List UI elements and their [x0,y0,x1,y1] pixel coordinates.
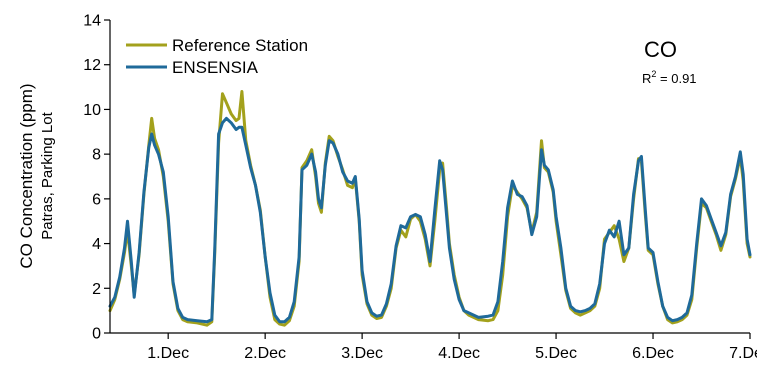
series-line-ensensia [108,116,752,324]
plot-area [108,90,752,327]
series-layer [108,90,752,327]
r2-prefix: R [642,71,651,86]
y-axis-sublabel: Patras, Parking Lot [39,111,56,239]
legend-label: ENSENSIA [172,58,259,77]
x-tick-label: 6.Dec [632,345,674,362]
y-tick-label: 12 [83,57,101,74]
y-tick-label: 4 [92,236,101,253]
legend-label: Reference Station [172,36,308,55]
r2-value: = 0.91 [656,71,696,86]
x-tick-label: 5.Dec [535,345,577,362]
y-tick-label: 6 [92,191,101,208]
y-tick-label: 14 [83,13,101,30]
r2-exponent: 2 [651,69,656,79]
x-tick-label: 7.Dec [729,345,757,362]
y-tick-label: 0 [92,326,101,343]
y-tick-label: 8 [92,147,101,164]
x-tick-label: 2.Dec [244,345,286,362]
y-axis-ticks: 0 2 4 6 8 10 12 14 [83,13,110,343]
y-axis-label: CO Concentration (ppm) [17,83,36,268]
x-tick-label: 1.Dec [147,345,189,362]
y-axis-label-group: CO Concentration (ppm) Patras, Parking L… [17,83,56,268]
co-annotation: CO R2 = 0.91 [642,37,697,86]
x-tick-label: 3.Dec [341,345,383,362]
series-line-reference-station [108,90,752,327]
x-tick-label: 4.Dec [438,345,480,362]
y-tick-label: 2 [92,281,101,298]
y-tick-label: 10 [83,102,101,119]
legend: Reference Station ENSENSIA [126,36,308,77]
x-axis-ticks: 1.Dec 2.Dec 3.Dec 4.Dec 5.Dec 6.Dec 7.Dec [147,333,757,362]
annotation-r2: R2 = 0.91 [642,69,697,86]
annotation-title: CO [644,37,677,62]
